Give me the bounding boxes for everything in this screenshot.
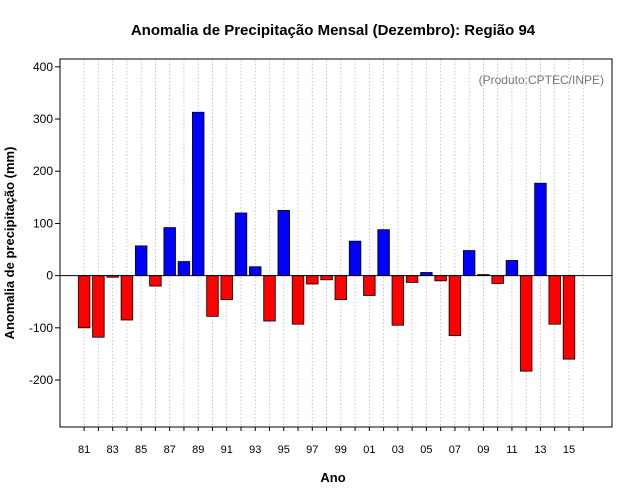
y-tick-label: -100: [29, 321, 53, 335]
bar: [92, 275, 105, 338]
plot-frame: [59, 58, 613, 428]
x-tick-label: 13: [534, 444, 546, 456]
bar: [405, 275, 419, 283]
bar: [177, 261, 191, 277]
bar: [291, 275, 305, 325]
bar: [320, 275, 333, 281]
bar: [249, 266, 262, 277]
bar: [263, 275, 276, 322]
x-tick-label: 95: [278, 444, 290, 456]
x-tick-label: 91: [221, 444, 233, 456]
bar: [519, 275, 533, 372]
bar: [491, 275, 504, 284]
x-tick-label: 87: [164, 444, 176, 456]
y-tick-label: -200: [29, 373, 53, 387]
bar: [192, 111, 205, 277]
x-tick-label: 83: [107, 444, 119, 456]
x-tick-label: 85: [135, 444, 147, 456]
bar: [448, 275, 462, 337]
x-tick-label: 97: [306, 444, 318, 456]
x-tick-label: 81: [78, 444, 90, 456]
x-tick-label: 05: [420, 444, 432, 456]
bar: [120, 275, 134, 321]
x-tick-label: 99: [335, 444, 347, 456]
x-tick-label: 93: [249, 444, 261, 456]
bar: [220, 275, 233, 301]
bar: [77, 275, 91, 329]
bars-group: [77, 111, 576, 372]
bar: [149, 275, 162, 287]
bar: [163, 227, 176, 277]
x-tick-label: 11: [506, 444, 517, 456]
bar: [234, 212, 248, 277]
bar: [562, 275, 576, 360]
credit-label: (Produto:CPTEC/INPE): [479, 73, 604, 87]
chart-title: Anomalia de Precipitação Mensal (Dezembr…: [131, 22, 536, 39]
bar: [334, 275, 348, 301]
bar: [434, 275, 447, 282]
bar: [548, 275, 561, 325]
bar: [377, 229, 390, 277]
y-tick-label: 100: [33, 216, 53, 230]
bar: [391, 275, 405, 326]
x-tick-label: 89: [192, 444, 204, 456]
y-tick-label: 200: [33, 164, 53, 178]
y-tick-label: 400: [33, 60, 53, 74]
x-tick-label: 03: [392, 444, 404, 456]
bar: [462, 250, 476, 277]
y-axis: -200 -100 0 100 200 300 400: [29, 60, 60, 387]
x-axis-title: Ano: [320, 470, 345, 485]
x-axis: 81 83 85 87 89 91 93 95 97 99 01 03 05 07 09 11 13 15: [78, 427, 584, 456]
bar: [534, 182, 547, 277]
y-tick-label: 0: [46, 269, 53, 283]
x-tick-label: 07: [449, 444, 461, 456]
bar: [206, 275, 219, 317]
y-axis-title: Anomalia de precipitação (mm): [2, 147, 17, 340]
bar: [363, 275, 376, 296]
bar: [277, 209, 290, 277]
bar: [134, 245, 148, 277]
x-tick-label: 09: [477, 444, 489, 456]
x-tick-label: 01: [363, 444, 375, 456]
x-tick-label: 15: [563, 444, 575, 456]
bar: [306, 275, 319, 285]
bar: [505, 260, 519, 277]
bar: [348, 240, 362, 277]
y-tick-label: 300: [33, 112, 53, 126]
